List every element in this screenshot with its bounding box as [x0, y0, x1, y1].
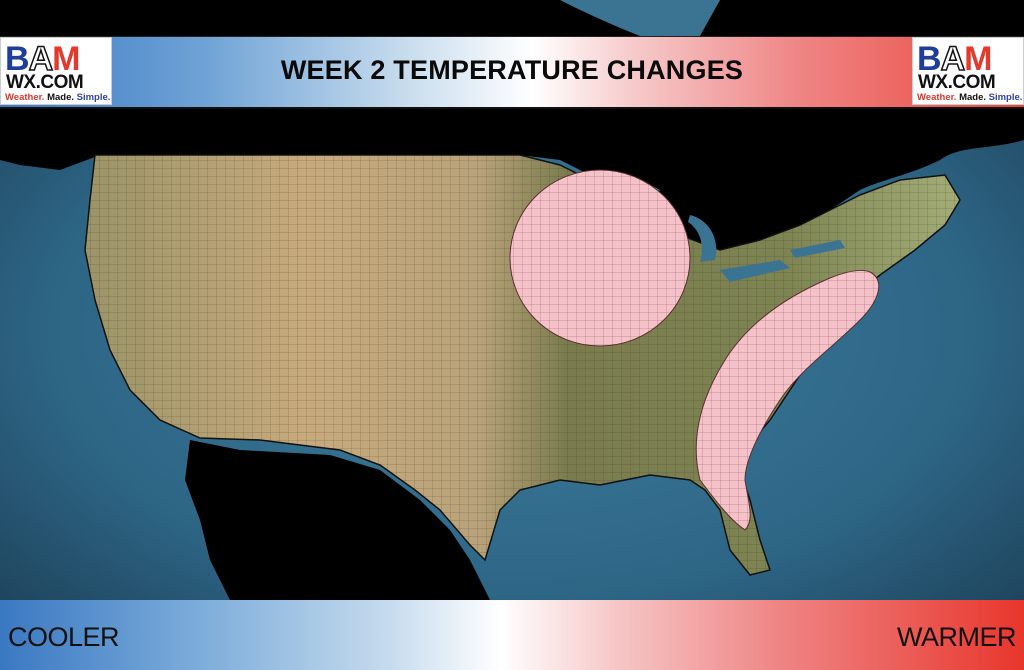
legend-warmer-label: WARMER: [897, 622, 1017, 652]
logo-bam-text: BAM: [5, 40, 80, 78]
logo-bam-text: BAM: [917, 40, 992, 78]
bamwx-logo-right: BAM WX.COM Weather. Made. Simple.: [912, 37, 1024, 105]
legend-cooler-label: COOLER: [8, 622, 120, 652]
logo-tagline: Weather. Made. Simple.: [917, 92, 1023, 103]
logo-tagline: Weather. Made. Simple.: [5, 92, 111, 103]
temperature-legend-bar: COOLER WARMER: [0, 600, 1024, 670]
logo-domain: WX.COM: [918, 72, 996, 93]
logo-domain: WX.COM: [6, 72, 84, 93]
map-top-edge: [0, 0, 1024, 36]
page-title: WEEK 2 TEMPERATURE CHANGES: [280, 55, 744, 85]
bamwx-logo-left: BAM WX.COM Weather. Made. Simple.: [0, 37, 112, 105]
title-banner: BAM WX.COM Weather. Made. Simple. WEEK 2…: [0, 36, 1024, 109]
